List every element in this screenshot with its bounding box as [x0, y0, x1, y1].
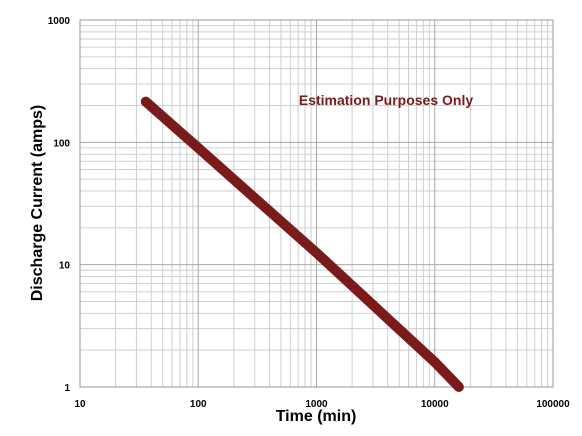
x-tick-label: 100 — [190, 399, 207, 410]
y-tick-labels: 1 10 100 1000 — [48, 16, 71, 394]
y-axis-label: Discharge Current (amps) — [29, 105, 46, 302]
annotation-label: Estimation Purposes Only — [299, 92, 473, 108]
y-tick-label: 10 — [59, 261, 71, 272]
x-tick-label: 100000 — [536, 399, 570, 410]
y-tick-label: 1000 — [48, 16, 71, 27]
plot-frame — [79, 19, 554, 388]
y-tick-label: 100 — [53, 138, 70, 149]
x-tick-label: 1000 — [305, 399, 328, 410]
y-tick-label: 1 — [64, 383, 70, 394]
series-layer — [140, 96, 464, 392]
x-tick-label: 10 — [74, 399, 86, 410]
x-tick-labels: 10 100 1000 10000 100000 — [74, 399, 570, 410]
x-axis-label: Time (min) — [276, 408, 357, 425]
x-tick-label: 10000 — [421, 399, 449, 410]
series-line — [140, 96, 464, 392]
